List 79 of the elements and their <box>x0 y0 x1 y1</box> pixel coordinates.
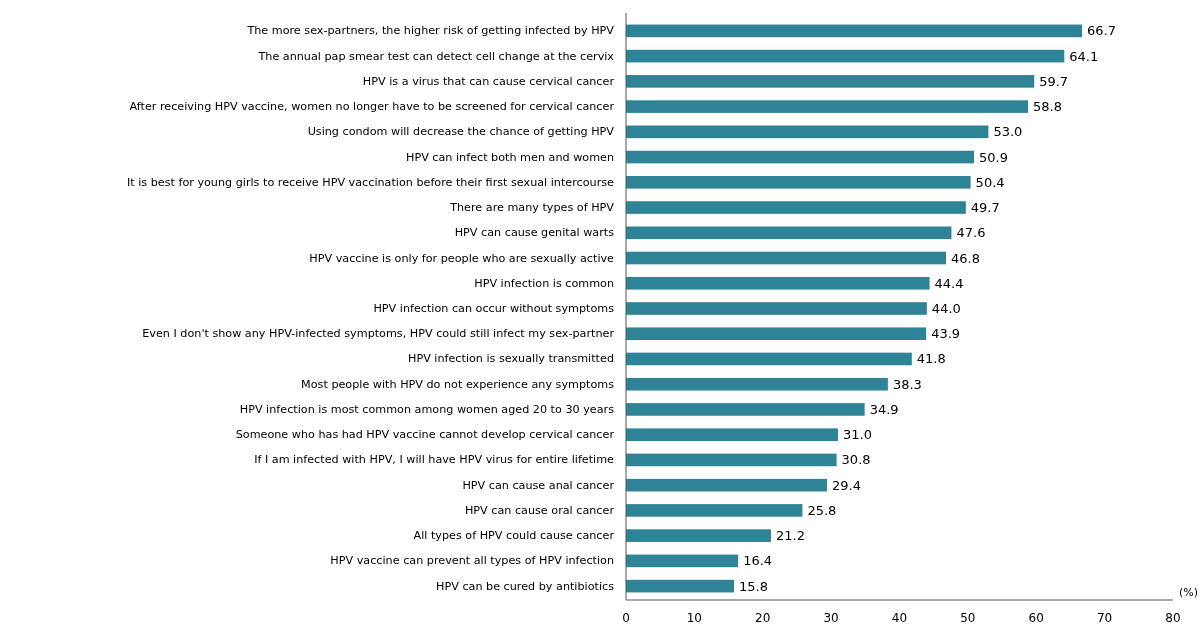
bar <box>626 554 739 568</box>
bar <box>626 579 735 593</box>
bar <box>626 125 989 139</box>
x-tick-label: 60 <box>1028 611 1044 625</box>
bar <box>626 201 966 214</box>
y-tick-label: HPV vaccine can prevent all types of HPV infection <box>330 554 614 568</box>
bar <box>626 428 838 441</box>
bar <box>626 352 912 366</box>
bar <box>626 276 930 290</box>
bar <box>626 75 1035 88</box>
x-tick-label: 50 <box>960 611 976 625</box>
bar <box>626 504 803 517</box>
data-label: 25.8 <box>807 502 837 518</box>
y-tick-label: If I am infected with HPV, I will have HPV virus for entire lifetime <box>254 453 615 467</box>
x-axis-title: (%) <box>1178 586 1198 599</box>
data-label: 50.4 <box>975 174 1005 190</box>
y-tick-label: HPV can be cured by antibiotics <box>436 579 615 593</box>
y-tick-label: HPV vaccine is only for people who are sexually active <box>309 251 615 265</box>
bar <box>626 529 771 542</box>
data-label: 50.9 <box>979 149 1008 165</box>
bar <box>626 453 837 467</box>
x-tick-label: 80 <box>1165 611 1181 625</box>
y-tick-label: HPV infection is common <box>474 276 614 290</box>
x-tick-label: 70 <box>1096 611 1113 625</box>
bar <box>626 24 1083 38</box>
y-tick-label: Using condom will decrease the chance of getting HPV <box>307 125 615 139</box>
data-label: 16.4 <box>743 553 773 569</box>
data-label: 29.4 <box>832 477 861 493</box>
bar <box>626 150 975 164</box>
y-tick-label: HPV is a virus that can cause cervical cancer <box>362 74 615 88</box>
y-tick-label: All types of HPV could cause cancer <box>413 529 615 543</box>
data-label: 46.8 <box>950 250 980 266</box>
data-label: 47.6 <box>956 225 986 241</box>
bar <box>626 49 1065 63</box>
data-label: 59.7 <box>1039 73 1069 89</box>
y-tick-label: HPV infection can occur without symptoms <box>373 302 615 315</box>
data-label: 41.8 <box>916 351 946 367</box>
x-tick-label: 40 <box>891 611 908 625</box>
y-tick-label: HPV can infect both men and women <box>405 150 614 164</box>
y-tick-label: There are many types of HPV <box>449 201 615 215</box>
data-label: 64.1 <box>1069 48 1099 64</box>
y-tick-label: After receiving HPV vaccine, women no longer have to be screened for cervical cancer <box>129 100 615 114</box>
x-tick-label: 0 <box>622 611 630 625</box>
y-tick-label: Someone who has had HPV vaccine cannot develop cervical cancer <box>235 428 615 442</box>
y-tick-label: HPV can cause genital warts <box>454 226 615 240</box>
x-tick-label: 30 <box>823 611 839 625</box>
bar <box>626 478 828 492</box>
data-label: 15.8 <box>739 578 768 594</box>
x-tick-label: 10 <box>686 611 703 625</box>
data-label: 38.3 <box>892 376 922 392</box>
data-label: 53.0 <box>993 124 1023 140</box>
bar <box>626 302 927 315</box>
data-label: 49.7 <box>970 200 1000 216</box>
bar <box>626 226 952 240</box>
bar <box>626 251 946 265</box>
data-label: 30.8 <box>841 452 871 468</box>
y-tick-label: HPV infection is most common among women aged 20 to 30 years <box>239 402 615 416</box>
data-label: 44.4 <box>934 275 964 291</box>
data-label: 58.8 <box>1033 99 1062 115</box>
bar <box>626 327 927 341</box>
data-label: 43.9 <box>931 326 961 342</box>
data-label: 31.0 <box>842 427 872 443</box>
y-tick-label: The more sex-partners, the higher risk of getting infected by HPV <box>246 24 615 38</box>
y-tick-label: The annual pap smear test can detect cell change at the cervix <box>257 49 615 63</box>
y-tick-label: Most people with HPV do not experience any symptoms <box>301 377 615 391</box>
data-label: 21.2 <box>775 528 805 544</box>
data-label: 34.9 <box>869 401 899 417</box>
bar <box>626 176 971 189</box>
y-tick-label: HPV can cause anal cancer <box>462 478 615 492</box>
y-tick-label: HPV can cause oral cancer <box>464 503 615 517</box>
x-tick-label: 20 <box>755 611 771 625</box>
data-label: 44.0 <box>931 301 961 316</box>
bar <box>626 403 865 416</box>
bar <box>626 377 888 391</box>
bar <box>626 100 1029 113</box>
y-tick-label: HPV infection is sexually transmitted <box>407 352 614 366</box>
y-tick-label: Even I don't show any HPV-infected symptoms, HPV could still infect my sex-partner <box>142 327 615 341</box>
data-label: 66.7 <box>1087 23 1117 39</box>
y-tick-label: It is best for young girls to receive HPV vaccination before their first sexual intercourse <box>126 175 615 189</box>
